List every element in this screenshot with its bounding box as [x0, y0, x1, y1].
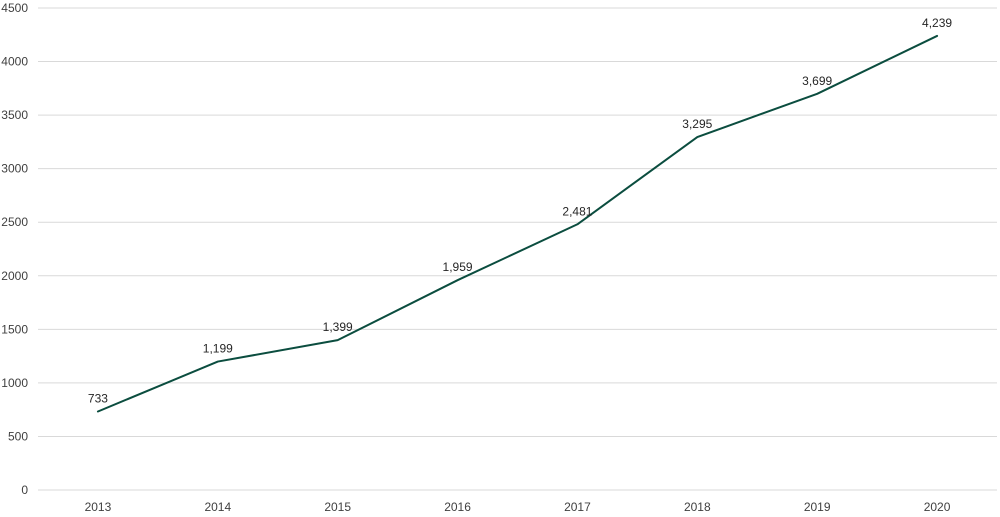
y-tick-label: 3500: [1, 108, 28, 122]
data-label: 2,481: [562, 204, 592, 218]
series-line: [96, 34, 939, 413]
x-tick-label: 2018: [684, 500, 711, 514]
x-axis: 2013 2014 2015 2016 2017 2018 2019 2020: [85, 500, 951, 514]
data-label: 3,295: [682, 117, 712, 131]
y-tick-label: 500: [8, 429, 28, 443]
data-label: 733: [88, 391, 108, 405]
data-label: 4,239: [922, 16, 952, 30]
y-tick-label: 0: [21, 483, 28, 497]
x-tick-label: 2019: [804, 500, 831, 514]
y-tick-label: 4500: [1, 1, 28, 15]
data-label: 1,199: [203, 342, 233, 356]
y-tick-label: 1500: [1, 322, 28, 336]
y-tick-label: 2500: [1, 215, 28, 229]
x-tick-label: 2014: [204, 500, 231, 514]
y-tick-label: 3000: [1, 162, 28, 176]
y-tick-label: 1000: [1, 376, 28, 390]
y-tick-label: 4000: [1, 55, 28, 69]
x-tick-label: 2017: [564, 500, 591, 514]
data-label: 3,699: [802, 74, 832, 88]
x-tick-label: 2020: [924, 500, 951, 514]
x-tick-label: 2016: [444, 500, 471, 514]
x-tick-label: 2013: [85, 500, 112, 514]
series-group: [96, 34, 939, 413]
x-tick-label: 2015: [324, 500, 351, 514]
gridlines: [38, 7, 997, 491]
data-labels: 733 1,199 1,399 1,959 2,481 3,295 3,699 4,239: [88, 16, 952, 406]
data-label: 1,959: [443, 260, 473, 274]
y-axis: 0 500 1000 1500 2000 2500 3000 3500 4000 4500: [1, 1, 28, 497]
y-tick-label: 2000: [1, 269, 28, 283]
data-label: 1,399: [323, 320, 353, 334]
